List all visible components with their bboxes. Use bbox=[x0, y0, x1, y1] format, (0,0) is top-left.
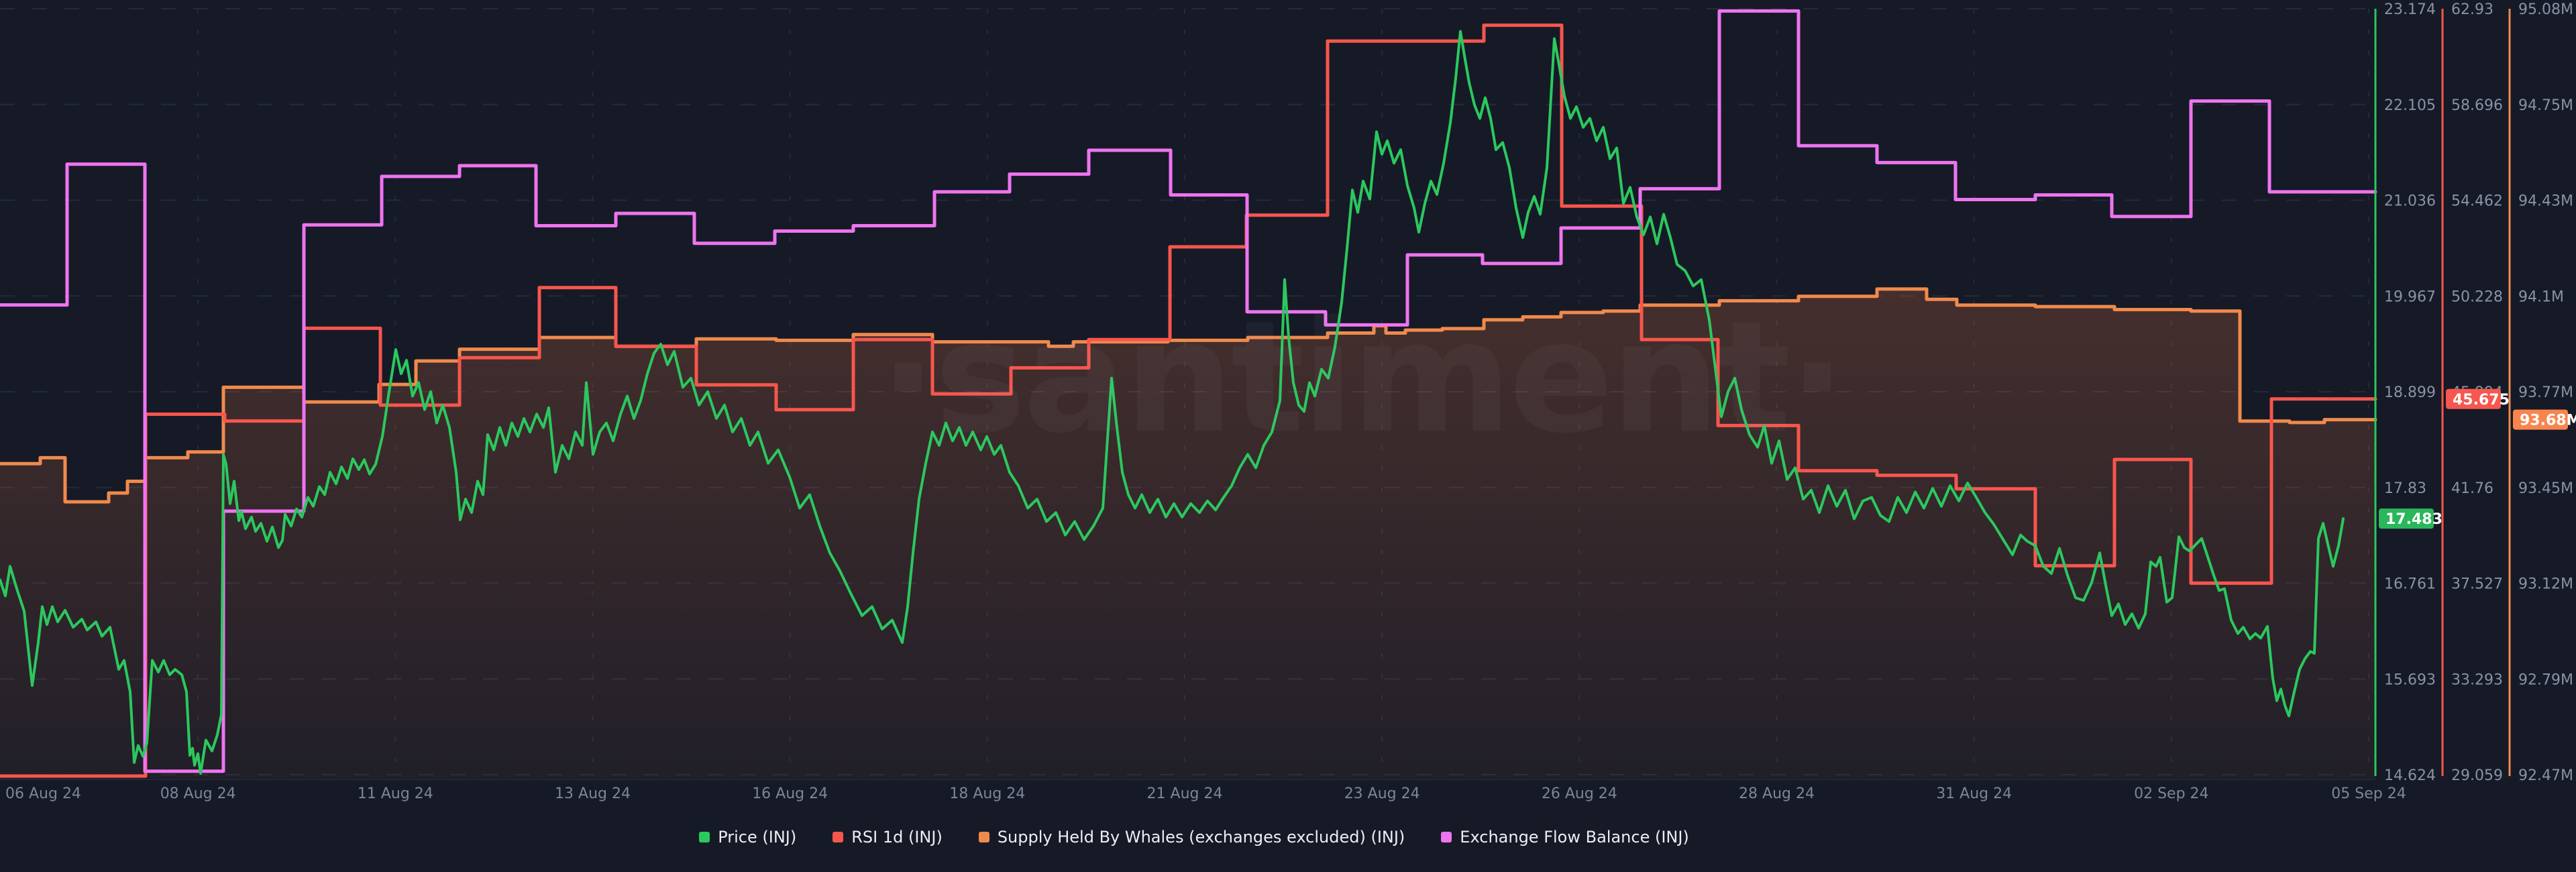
svg-text:22.105: 22.105 bbox=[2384, 97, 2436, 114]
svg-text:06 Aug 24: 06 Aug 24 bbox=[5, 785, 81, 802]
legend-item-supply[interactable]: Supply Held By Whales (exchanges exclude… bbox=[978, 828, 1405, 847]
rsi-swatch-icon bbox=[833, 832, 844, 842]
svg-text:94.1M: 94.1M bbox=[2518, 288, 2564, 305]
svg-text:45.675: 45.675 bbox=[2453, 392, 2510, 408]
svg-text:93.77M: 93.77M bbox=[2518, 384, 2573, 401]
chart-legend: Price (INJ) RSI 1d (INJ) Supply Held By … bbox=[0, 828, 2388, 847]
legend-label: RSI 1d (INJ) bbox=[851, 828, 943, 847]
svg-text:58.696: 58.696 bbox=[2451, 97, 2503, 114]
svg-text:17.483: 17.483 bbox=[2385, 511, 2443, 528]
svg-text:11 Aug 24: 11 Aug 24 bbox=[358, 785, 433, 802]
svg-text:18.899: 18.899 bbox=[2384, 384, 2436, 401]
svg-text:92.79M: 92.79M bbox=[2518, 671, 2573, 688]
svg-text:21.036: 21.036 bbox=[2384, 193, 2436, 210]
svg-text:18 Aug 24: 18 Aug 24 bbox=[949, 785, 1025, 802]
svg-text:37.527: 37.527 bbox=[2451, 576, 2503, 593]
price-swatch-icon bbox=[699, 832, 710, 842]
svg-text:21 Aug 24: 21 Aug 24 bbox=[1147, 785, 1223, 802]
svg-text:15.693: 15.693 bbox=[2384, 671, 2436, 688]
svg-text:14.624: 14.624 bbox=[2384, 767, 2436, 784]
svg-text:93.12M: 93.12M bbox=[2518, 576, 2573, 593]
supply-swatch-icon bbox=[978, 832, 989, 842]
legend-item-flow[interactable]: Exchange Flow Balance (INJ) bbox=[1441, 828, 1689, 847]
svg-text:95.08M: 95.08M bbox=[2518, 1, 2573, 18]
svg-text:02 Sep 24: 02 Sep 24 bbox=[2134, 785, 2208, 802]
svg-text:93.68M: 93.68M bbox=[2520, 413, 2576, 429]
svg-text:62.93: 62.93 bbox=[2451, 1, 2493, 18]
svg-text:94.75M: 94.75M bbox=[2518, 97, 2573, 114]
svg-text:23.174: 23.174 bbox=[2384, 1, 2436, 18]
svg-text:92.47M: 92.47M bbox=[2518, 767, 2573, 784]
legend-label: Price (INJ) bbox=[718, 828, 797, 847]
svg-text:17.83: 17.83 bbox=[2384, 480, 2426, 497]
legend-label: Supply Held By Whales (exchanges exclude… bbox=[997, 828, 1405, 847]
svg-text:16.761: 16.761 bbox=[2384, 576, 2436, 593]
svg-text:94.43M: 94.43M bbox=[2518, 193, 2573, 210]
svg-text:50.228: 50.228 bbox=[2451, 288, 2503, 305]
svg-text:41.76: 41.76 bbox=[2451, 480, 2493, 497]
svg-text:19.967: 19.967 bbox=[2384, 288, 2436, 305]
svg-text:33.293: 33.293 bbox=[2451, 671, 2503, 688]
svg-text:28 Aug 24: 28 Aug 24 bbox=[1739, 785, 1815, 802]
svg-text:31 Aug 24: 31 Aug 24 bbox=[1936, 785, 2012, 802]
santiment-watermark: ·santiment· bbox=[879, 288, 1847, 468]
legend-label: Exchange Flow Balance (INJ) bbox=[1460, 828, 1689, 847]
svg-text:54.462: 54.462 bbox=[2451, 193, 2503, 210]
legend-item-rsi[interactable]: RSI 1d (INJ) bbox=[833, 828, 943, 847]
svg-text:23 Aug 24: 23 Aug 24 bbox=[1344, 785, 1420, 802]
svg-text:16 Aug 24: 16 Aug 24 bbox=[752, 785, 828, 802]
svg-text:05 Sep 24: 05 Sep 24 bbox=[2331, 785, 2406, 802]
legend-item-price[interactable]: Price (INJ) bbox=[699, 828, 796, 847]
svg-text:08 Aug 24: 08 Aug 24 bbox=[160, 785, 236, 802]
svg-text:13 Aug 24: 13 Aug 24 bbox=[555, 785, 631, 802]
svg-text:26 Aug 24: 26 Aug 24 bbox=[1542, 785, 1617, 802]
svg-text:29.059: 29.059 bbox=[2451, 767, 2503, 784]
svg-text:93.45M: 93.45M bbox=[2518, 480, 2573, 497]
flow-swatch-icon bbox=[1441, 832, 1452, 842]
